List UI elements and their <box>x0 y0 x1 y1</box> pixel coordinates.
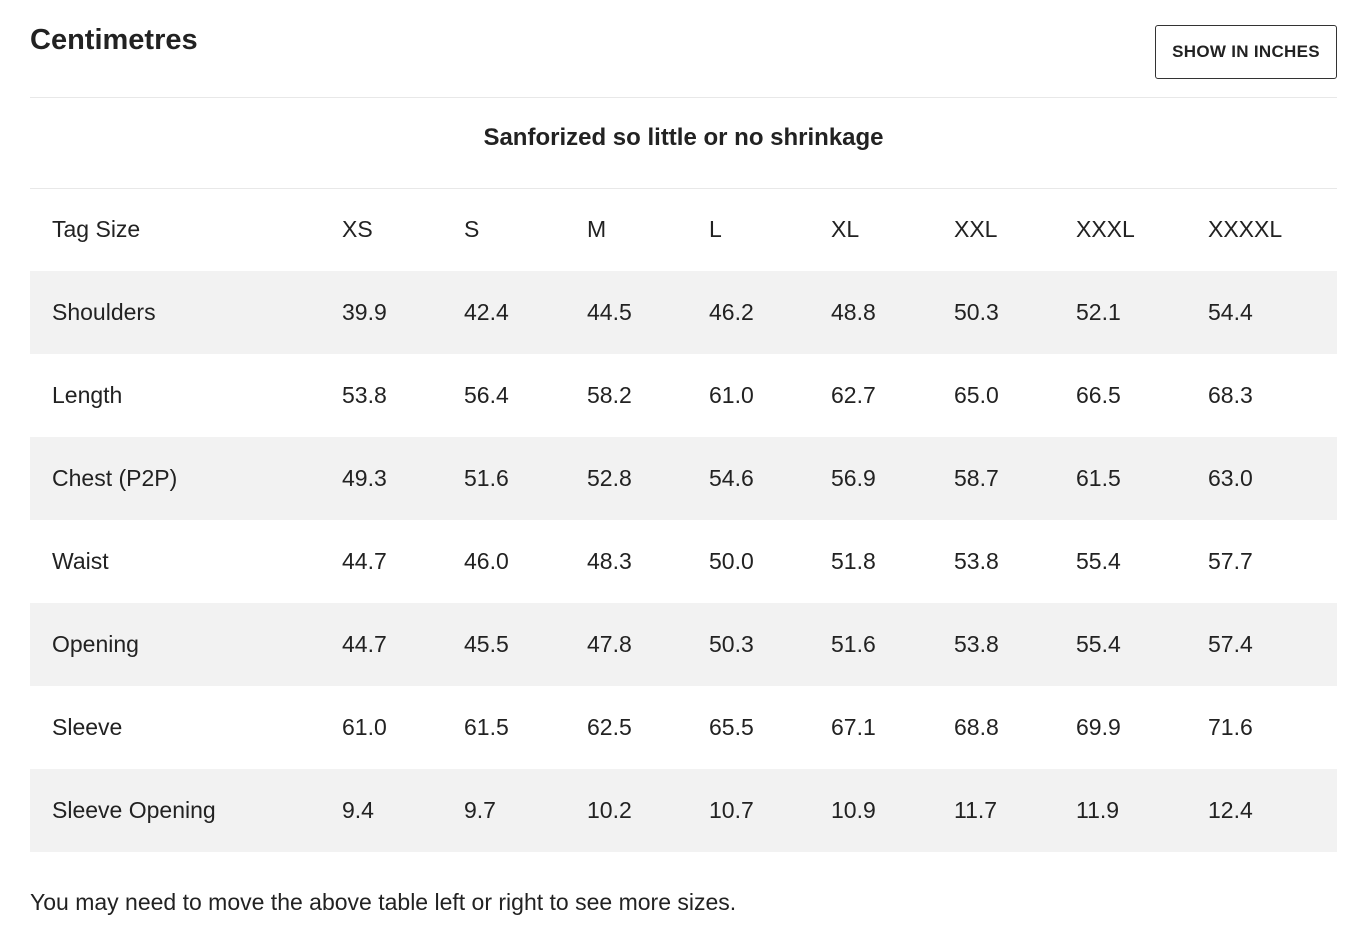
table-cell: 57.4 <box>1208 603 1337 686</box>
row-label: Waist <box>52 548 109 574</box>
table-cell: 62.7 <box>831 382 876 408</box>
column-header: XXXL <box>1076 216 1135 242</box>
table-cell: 63.0 <box>1208 437 1337 520</box>
table-cell: 67.1 <box>831 714 876 740</box>
table-row: Sleeve Opening 9.4 9.7 10.2 10.7 10.9 11.7 11.9… <box>30 769 1337 852</box>
header-row: Tag Size XS S M L XL XXL XXXL XXXXL <box>30 188 1337 271</box>
table-cell: 57.7 <box>1208 548 1253 574</box>
table-cell: 50.0 <box>709 548 754 574</box>
table-cell: 47.8 <box>587 603 709 686</box>
size-table: Tag Size XS S M L XL XXL XXXL XXXXL Shoulders 39.… <box>30 188 1337 852</box>
table-cell: 44.5 <box>587 271 709 354</box>
table-cell: 62.5 <box>587 714 632 740</box>
divider <box>30 188 1337 189</box>
table-cell: 55.4 <box>1076 548 1121 574</box>
table-cell: 10.2 <box>587 769 709 852</box>
table-cell: 39.9 <box>342 271 464 354</box>
table-cell: 46.2 <box>709 271 831 354</box>
table-cell: 10.9 <box>831 769 954 852</box>
table-cell: 45.5 <box>464 603 587 686</box>
table-cell: 10.7 <box>709 769 831 852</box>
table-cell: 44.7 <box>342 603 464 686</box>
table-cell: 53.8 <box>954 548 999 574</box>
table-cell: 68.3 <box>1208 382 1253 408</box>
table-cell: 61.0 <box>709 382 754 408</box>
table-cell: 51.6 <box>831 603 954 686</box>
table-cell: 58.7 <box>954 437 1076 520</box>
column-header: L <box>709 216 722 242</box>
table-caption: Sanforized so little or no shrinkage <box>483 124 884 151</box>
table-row: Sleeve 61.0 61.5 62.5 65.5 67.1 68.8 69.9 71.6 <box>30 686 1337 769</box>
table-cell: 58.2 <box>587 382 632 408</box>
row-label: Sleeve <box>52 714 123 740</box>
table-cell: 61.5 <box>1076 437 1208 520</box>
table-cell: 69.9 <box>1076 714 1121 740</box>
table-cell: 42.4 <box>464 271 587 354</box>
table-cell: 56.4 <box>464 382 509 408</box>
table-cell: 50.3 <box>954 271 1076 354</box>
column-header: XL <box>831 216 860 242</box>
table-cell: 52.8 <box>587 437 709 520</box>
table-cell: 65.0 <box>954 382 999 408</box>
table-cell: 9.7 <box>464 769 587 852</box>
table-cell: 65.5 <box>709 714 754 740</box>
title: Centimetres <box>30 24 198 56</box>
column-header: XS <box>342 216 373 242</box>
table-cell: 11.7 <box>954 769 1076 852</box>
column-header: Tag Size <box>52 216 141 242</box>
show-inches-button[interactable]: SHOW IN INCHES <box>1155 25 1337 79</box>
table-cell: 48.3 <box>587 548 632 574</box>
table-cell: 68.8 <box>954 714 999 740</box>
row-label: Opening <box>30 603 342 686</box>
table-cell: 50.3 <box>709 603 831 686</box>
table-row: Opening 44.7 45.5 47.8 50.3 51.6 53.8 55.4 57.4 <box>30 603 1337 686</box>
table-cell: 49.3 <box>342 437 464 520</box>
table-cell: 48.8 <box>831 271 954 354</box>
table-cell: 52.1 <box>1076 271 1208 354</box>
column-header: S <box>464 216 480 242</box>
table-cell: 71.6 <box>1208 714 1253 740</box>
footer-note: You may need to move the above table lef… <box>30 889 737 915</box>
table-cell: 12.4 <box>1208 769 1337 852</box>
divider <box>30 97 1337 98</box>
table-cell: 56.9 <box>831 437 954 520</box>
column-header: XXXXL <box>1208 216 1283 242</box>
table-row: Shoulders 39.9 42.4 44.5 46.2 48.8 50.3 52.1 54.… <box>30 271 1337 354</box>
table-cell: 61.0 <box>342 714 387 740</box>
table-row: Length 53.8 56.4 58.2 61.0 62.7 65.0 66.5 68.3 <box>30 354 1337 437</box>
column-header: XXL <box>954 216 998 242</box>
table-cell: 55.4 <box>1076 603 1208 686</box>
table-cell: 54.4 <box>1208 271 1337 354</box>
table-cell: 53.8 <box>342 382 387 408</box>
table-cell: 44.7 <box>342 548 387 574</box>
table-cell: 54.6 <box>709 437 831 520</box>
row-label: Length <box>52 382 123 408</box>
table-cell: 53.8 <box>954 603 1076 686</box>
table-row: Waist 44.7 46.0 48.3 50.0 51.8 53.8 55.4 57.7 <box>30 520 1337 603</box>
table-cell: 51.8 <box>831 548 876 574</box>
row-label: Sleeve Opening <box>30 769 342 852</box>
table-cell: 46.0 <box>464 548 509 574</box>
table-cell: 51.6 <box>464 437 587 520</box>
row-label: Chest (P2P) <box>30 437 342 520</box>
column-header: M <box>587 216 607 242</box>
table-cell: 66.5 <box>1076 382 1121 408</box>
table-cell: 61.5 <box>464 714 509 740</box>
table-row: Chest (P2P) 49.3 51.6 52.8 54.6 56.9 58.7 61.5 6… <box>30 437 1337 520</box>
row-label: Shoulders <box>30 271 342 354</box>
table-cell: 9.4 <box>342 769 464 852</box>
table-cell: 11.9 <box>1076 769 1208 852</box>
